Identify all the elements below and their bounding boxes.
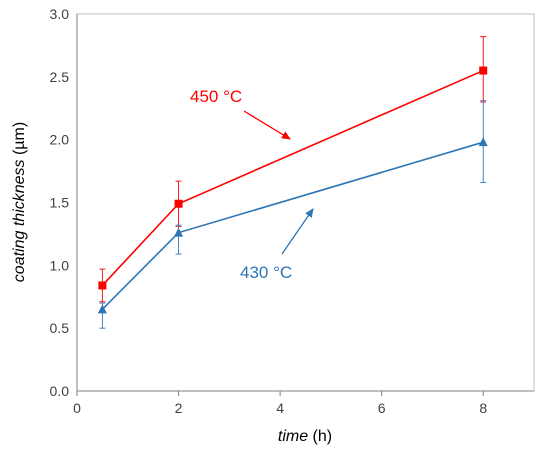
data-point-triangle <box>97 304 107 314</box>
y-tick-label: 0.5 <box>50 320 70 336</box>
y-tick-label: 1.5 <box>50 195 70 211</box>
data-point-triangle <box>478 137 488 147</box>
x-axis-title: time (h) <box>278 428 332 445</box>
x-axis-ticks: 0 2 4 6 8 <box>73 391 487 416</box>
plot-area-frame <box>76 13 535 392</box>
series-450 <box>98 36 488 303</box>
x-tick-label: 4 <box>276 400 284 416</box>
y-axis-ticks: 0.0 0.5 1.0 1.5 2.0 2.5 3.0 <box>50 6 70 399</box>
series-layer <box>97 36 488 329</box>
series-line <box>101 141 484 310</box>
series-430 <box>97 100 488 329</box>
annotation-430-label: 430 °C <box>240 263 292 282</box>
annotation-450-label: 450 °C <box>190 87 242 106</box>
y-tick-label: 0.0 <box>50 383 70 399</box>
x-tick-label: 6 <box>378 400 386 416</box>
data-point-square <box>98 281 107 290</box>
series-line <box>101 69 484 286</box>
y-tick-label: 2.5 <box>50 69 70 85</box>
annotation-450-arrow <box>243 110 291 140</box>
y-tick-label: 3.0 <box>50 6 70 22</box>
data-point-square <box>479 66 488 75</box>
y-tick-label: 2.0 <box>50 132 70 148</box>
x-tick-label: 8 <box>479 400 487 416</box>
x-tick-label: 0 <box>73 400 81 416</box>
data-point-triangle <box>174 227 184 237</box>
annotation-430-arrow <box>281 208 314 255</box>
x-tick-label: 2 <box>175 400 183 416</box>
y-tick-label: 1.0 <box>50 257 70 273</box>
data-point-square <box>174 199 183 208</box>
y-axis-title: coating thickness (µm) <box>11 122 28 282</box>
